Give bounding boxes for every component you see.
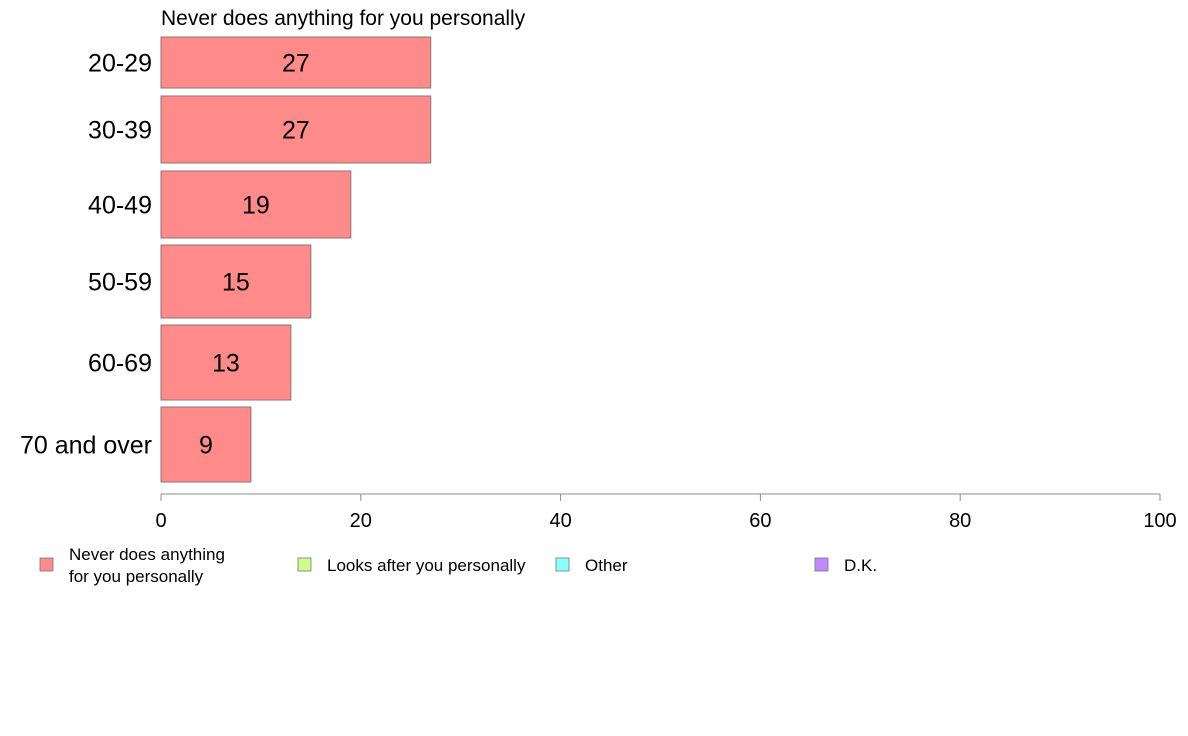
category-label: 30-39 <box>88 117 152 145</box>
legend-label: for you personally <box>69 567 204 586</box>
bar-40-49 <box>160 170 352 239</box>
bar-60-69 <box>160 324 292 401</box>
legend-swatch <box>39 557 54 572</box>
x-tick-label: 80 <box>949 510 971 532</box>
bar-20-29 <box>160 36 432 89</box>
legend-swatch <box>297 557 312 572</box>
x-axis: 0 20 40 60 80 100 <box>155 493 1177 532</box>
bar-value-label: 9 <box>199 432 213 460</box>
bar-30-39 <box>160 95 432 164</box>
legend: Never does anything for you personally Loo… <box>39 545 877 586</box>
x-tick-label: 20 <box>350 510 372 532</box>
chart-title: Never does anything for you personally <box>161 7 526 30</box>
category-label: 50-59 <box>88 269 152 297</box>
bar-value-label: 19 <box>242 192 270 220</box>
legend-swatch <box>814 557 829 572</box>
legend-label: Looks after you personally <box>327 556 526 575</box>
x-tick-label: 40 <box>549 510 571 532</box>
category-label: 70 and over <box>20 432 152 460</box>
bar-50-59 <box>160 244 312 319</box>
bar-value-label: 15 <box>222 269 250 297</box>
category-label: 40-49 <box>88 192 152 220</box>
bar-value-label: 27 <box>282 50 310 78</box>
category-label: 60-69 <box>88 350 152 378</box>
legend-swatch <box>555 557 570 572</box>
bar-value-label: 13 <box>212 350 240 378</box>
legend-label: D.K. <box>844 556 877 575</box>
legend-label: Never does anything <box>69 545 225 564</box>
bars-group: 27 27 19 15 13 9 <box>160 36 432 483</box>
bar-70-and-over <box>160 406 252 483</box>
bar-value-label: 27 <box>282 117 310 145</box>
legend-label: Other <box>585 556 628 575</box>
category-label: 20-29 <box>88 50 152 78</box>
x-tick-label: 0 <box>155 510 166 532</box>
category-labels: 20-29 30-39 40-49 50-59 60-69 70 and over <box>20 50 152 460</box>
x-tick-label: 100 <box>1143 510 1176 532</box>
x-tick-label: 60 <box>749 510 771 532</box>
